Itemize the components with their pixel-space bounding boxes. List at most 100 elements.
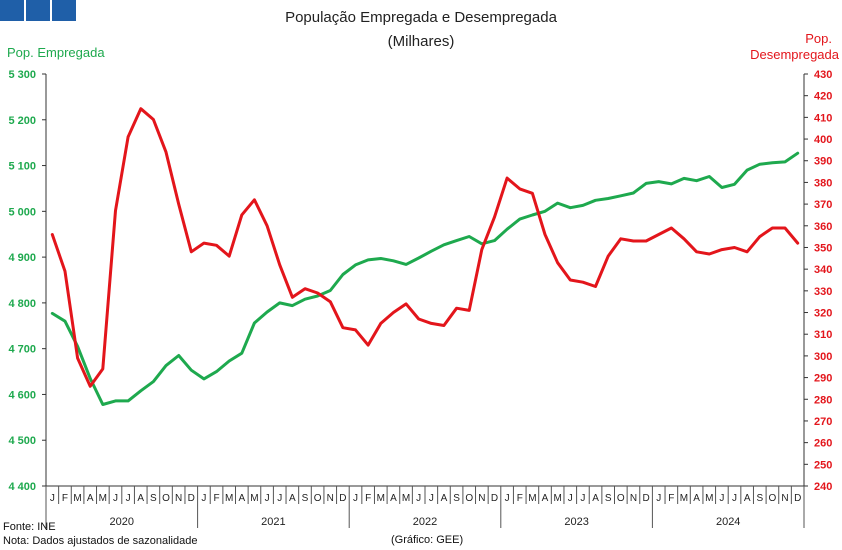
month-tick-label: A xyxy=(592,493,599,504)
unemployed-series-line xyxy=(50,107,800,388)
month-tick-label: M xyxy=(528,493,536,504)
logo-square-icon xyxy=(52,0,76,21)
month-tick-label: A xyxy=(693,493,700,504)
month-tick-label: O xyxy=(769,493,777,504)
month-tick-label: F xyxy=(668,493,674,504)
right-tick-label: 360 xyxy=(814,221,832,233)
month-tick-label: M xyxy=(705,493,713,504)
month-tick-label: S xyxy=(605,493,612,504)
left-tick-label: 4 700 xyxy=(8,344,36,356)
right-tick-label: 340 xyxy=(814,264,832,276)
right-axis-label-line1: Pop. xyxy=(805,31,832,46)
month-tick-label: S xyxy=(150,493,157,504)
right-tick-label: 400 xyxy=(814,134,832,146)
year-tick-label: 2020 xyxy=(110,516,134,528)
left-tick-label: 4 400 xyxy=(8,481,36,493)
month-tick-label: J xyxy=(429,493,434,504)
month-tick-label: J xyxy=(50,493,55,504)
chart-credit: (Gráfico: GEE) xyxy=(391,534,464,546)
month-tick-label: O xyxy=(465,493,473,504)
right-tick-label: 370 xyxy=(814,199,832,211)
month-tick-label: J xyxy=(113,493,118,504)
year-tick-label: 2024 xyxy=(716,516,740,528)
right-tick-label: 430 xyxy=(814,69,832,81)
right-tick-label: 270 xyxy=(814,416,832,428)
month-tick-label: M xyxy=(99,493,107,504)
right-tick-label: 320 xyxy=(814,308,832,320)
logo-square-icon xyxy=(0,0,24,21)
month-tick-label: A xyxy=(744,493,751,504)
month-tick-label: N xyxy=(630,493,637,504)
month-tick-label: J xyxy=(580,493,585,504)
left-axis-label: Pop. Empregada xyxy=(7,45,105,60)
month-tick-label: N xyxy=(327,493,334,504)
month-tick-label: S xyxy=(453,493,460,504)
left-tick-label: 4 600 xyxy=(8,389,36,401)
right-tick-label: 330 xyxy=(814,286,832,298)
month-tick-label: M xyxy=(73,493,81,504)
month-tick-label: J xyxy=(505,493,510,504)
month-tick-label: S xyxy=(756,493,763,504)
left-tick-label: 5 300 xyxy=(8,69,36,81)
left-tick-label: 4 500 xyxy=(8,435,36,447)
month-tick-label: D xyxy=(188,493,195,504)
adjustment-note: Nota: Dados ajustados de sazonalidade xyxy=(3,535,198,547)
month-tick-label: D xyxy=(491,493,498,504)
month-tick-label: O xyxy=(314,493,322,504)
right-tick-label: 280 xyxy=(814,394,832,406)
year-tick-label: 2022 xyxy=(413,516,437,528)
right-tick-label: 290 xyxy=(814,373,832,385)
left-tick-label: 5 100 xyxy=(8,161,36,173)
month-tick-label: J xyxy=(732,493,737,504)
month-tick-label: J xyxy=(568,493,573,504)
left-tick-label: 4 800 xyxy=(8,298,36,310)
month-tick-label: M xyxy=(225,493,233,504)
right-tick-label: 390 xyxy=(814,156,832,168)
logo-square-icon xyxy=(26,0,50,21)
month-tick-label: O xyxy=(617,493,625,504)
employed-series-line xyxy=(50,151,800,406)
month-tick-label: J xyxy=(353,493,358,504)
month-tick-label: A xyxy=(289,493,296,504)
year-tick-label: 2023 xyxy=(564,516,588,528)
month-tick-label: A xyxy=(441,493,448,504)
month-tick-label: F xyxy=(517,493,523,504)
month-tick-label: M xyxy=(377,493,385,504)
right-tick-label: 250 xyxy=(814,459,832,471)
month-tick-label: S xyxy=(302,493,309,504)
month-tick-label: D xyxy=(339,493,346,504)
chart-subtitle: (Milhares) xyxy=(387,33,455,50)
chart-title: População Empregada e Desempregada xyxy=(285,9,557,26)
month-tick-label: M xyxy=(402,493,410,504)
month-tick-label: J xyxy=(201,493,206,504)
right-tick-label: 410 xyxy=(814,112,832,124)
right-tick-label: 420 xyxy=(814,91,832,103)
month-tick-label: F xyxy=(365,493,371,504)
month-tick-label: J xyxy=(277,493,282,504)
month-tick-label: A xyxy=(238,493,245,504)
month-tick-label: J xyxy=(656,493,661,504)
month-tick-label: J xyxy=(719,493,724,504)
month-tick-label: D xyxy=(794,493,801,504)
month-tick-label: O xyxy=(162,493,170,504)
month-tick-label: J xyxy=(416,493,421,504)
right-tick-label: 240 xyxy=(814,481,832,493)
right-tick-label: 260 xyxy=(814,438,832,450)
month-tick-label: J xyxy=(265,493,270,504)
right-tick-label: 380 xyxy=(814,177,832,189)
month-tick-label: J xyxy=(126,493,131,504)
month-tick-label: A xyxy=(137,493,144,504)
month-tick-label: M xyxy=(680,493,688,504)
right-tick-label: 310 xyxy=(814,329,832,341)
month-tick-label: M xyxy=(553,493,561,504)
right-axis-label-line2: Desempregada xyxy=(750,47,839,62)
month-tick-label: N xyxy=(175,493,182,504)
left-tick-label: 5 000 xyxy=(8,206,36,218)
source-note: Fonte: INE xyxy=(3,521,56,533)
month-tick-label: M xyxy=(250,493,258,504)
month-tick-label: A xyxy=(390,493,397,504)
month-tick-label: D xyxy=(642,493,649,504)
month-tick-label: A xyxy=(87,493,94,504)
month-tick-label: F xyxy=(213,493,219,504)
